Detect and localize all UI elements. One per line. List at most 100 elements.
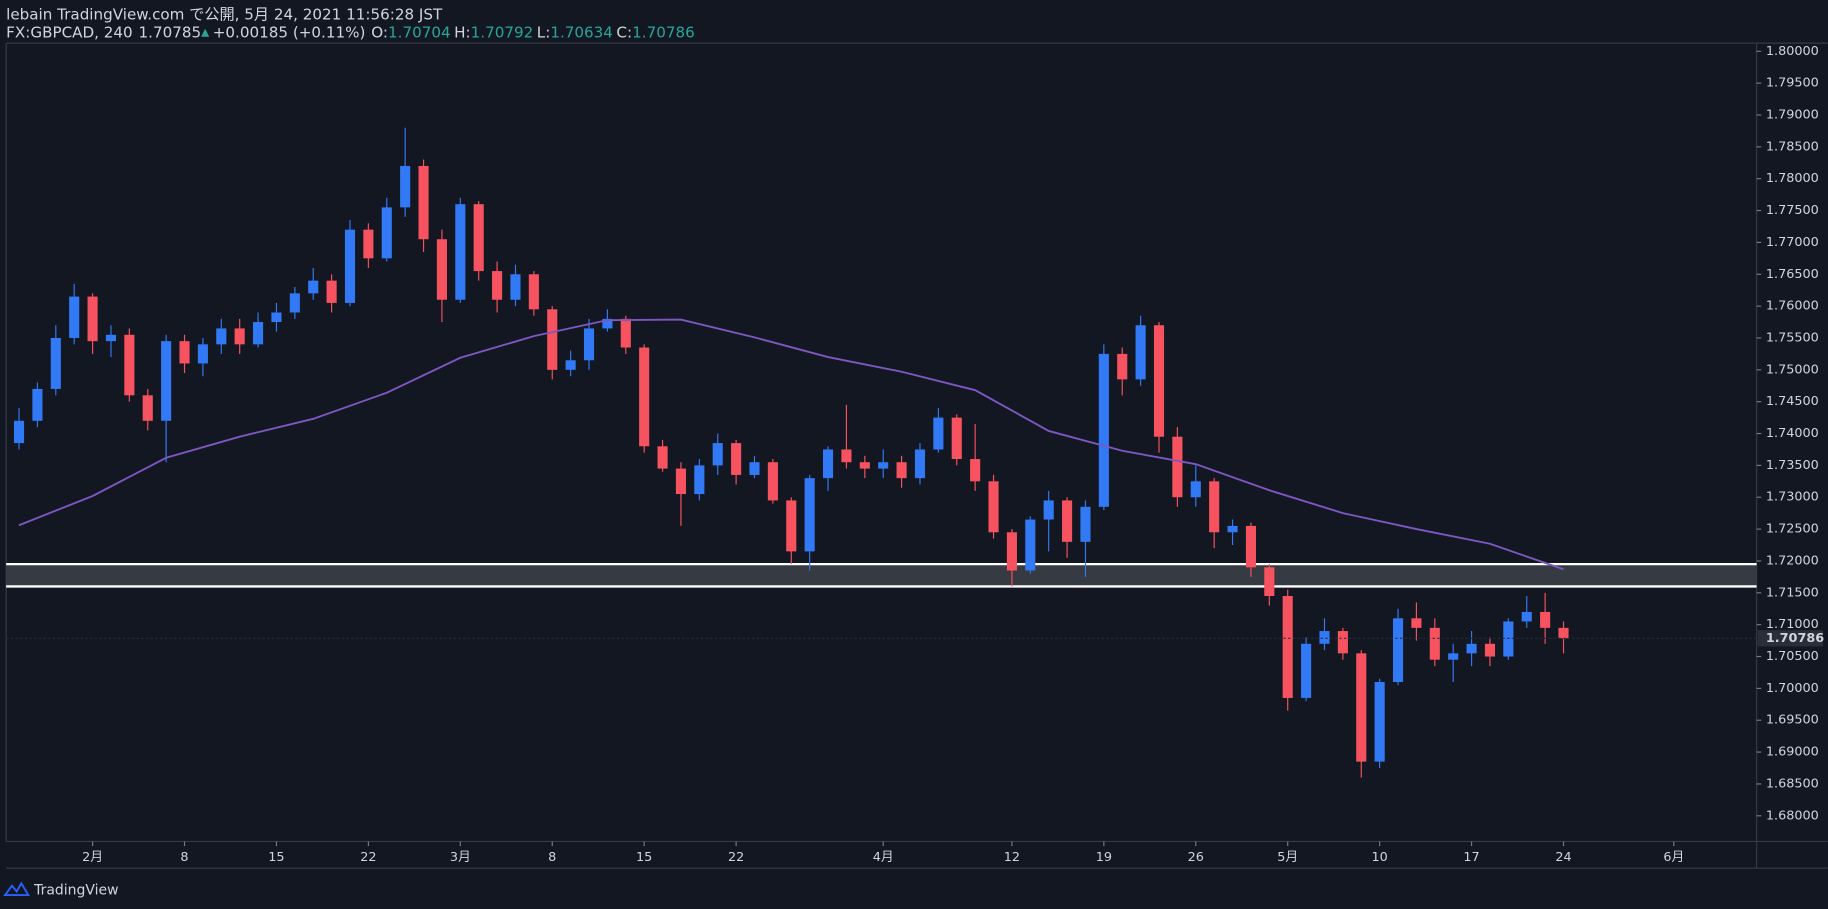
candle-body: [1135, 325, 1146, 380]
y-tick-label: 1.70500: [1766, 649, 1819, 664]
candle-body: [400, 165, 411, 208]
x-tick-label: 8: [180, 850, 188, 865]
candle-body: [1153, 325, 1165, 437]
candle-body: [1356, 653, 1367, 762]
candle-body: [32, 388, 43, 421]
candle-body: [69, 296, 80, 338]
candle-body: [1466, 643, 1477, 654]
candle-body: [1025, 519, 1036, 571]
candle-body: [1319, 631, 1330, 644]
y-tick-label: 1.68000: [1766, 808, 1819, 823]
y-tick-label: 1.79000: [1766, 107, 1819, 122]
y-tick-label: 1.79500: [1766, 76, 1819, 91]
candle-body: [124, 334, 135, 396]
x-tick-label: 12: [1004, 850, 1020, 865]
y-tick-label: 1.75000: [1766, 362, 1819, 377]
ohlc-label: H:: [454, 23, 471, 41]
arrow: ▲: [201, 27, 210, 39]
candle-body: [510, 274, 521, 300]
candle-body: [87, 296, 98, 342]
last-price-label: 1.70786: [1766, 631, 1824, 646]
candle-body: [749, 462, 760, 475]
candle-body: [1540, 611, 1551, 628]
change: +0.00185 (+0.11%): [213, 23, 366, 41]
candle-body: [216, 328, 227, 345]
candle-body: [859, 462, 870, 469]
candle-body: [1484, 643, 1496, 657]
candle-body: [547, 309, 558, 370]
x-tick-label: 22: [360, 850, 376, 865]
x-tick-label: 8: [548, 850, 556, 865]
candle-body: [583, 328, 595, 361]
x-tick-label: 19: [1096, 850, 1112, 865]
candle-body: [620, 318, 631, 348]
candle-body: [712, 443, 723, 466]
candle-body: [1558, 627, 1569, 639]
x-tick-label: 4月: [873, 850, 894, 865]
candle-body: [951, 417, 962, 460]
candle-body: [381, 207, 392, 259]
y-tick-label: 1.80000: [1766, 44, 1819, 59]
candle-body: [1245, 525, 1256, 568]
ohlc-value: 1.70634: [550, 23, 613, 41]
candle-body: [105, 334, 117, 342]
brand: TradingView: [33, 882, 118, 898]
y-tick-label: 1.72000: [1766, 553, 1819, 568]
ohlc-label: C:: [616, 23, 632, 41]
candle-body: [1062, 500, 1073, 542]
candle-body: [1392, 618, 1404, 683]
y-tick-label: 1.72500: [1766, 522, 1819, 537]
candle-body: [1117, 353, 1128, 380]
y-tick-label: 1.68500: [1766, 776, 1819, 791]
level-band: [6, 564, 1757, 587]
candle-body: [197, 344, 208, 364]
candle-body: [896, 462, 907, 479]
candle-body: [602, 318, 613, 329]
y-tick-label: 1.76500: [1766, 267, 1819, 282]
candle-body: [1521, 611, 1532, 622]
candle-body: [1006, 532, 1017, 571]
publisher: lebain TradingView.com で公開, 5月 24, 2021 …: [6, 6, 443, 24]
candle-body: [234, 328, 245, 345]
candle-body: [455, 204, 466, 300]
candle-body: [639, 347, 650, 447]
symbol: FX:GBPCAD, 240: [6, 23, 133, 41]
candle-body: [1080, 506, 1091, 542]
x-tick-label: 2月: [82, 850, 103, 865]
candle-body: [473, 204, 484, 272]
x-tick-label: 22: [728, 850, 744, 865]
x-tick-label: 15: [268, 850, 284, 865]
candle-body: [1043, 500, 1054, 520]
candle-body: [1098, 353, 1109, 507]
candle-body: [142, 395, 153, 421]
y-tick-label: 1.77000: [1766, 235, 1819, 250]
ohlc-label: L:: [537, 23, 551, 41]
candle-body: [179, 341, 190, 364]
candle-body: [1301, 643, 1312, 698]
ohlc-value: 1.70704: [388, 23, 451, 41]
ohlc-value: 1.70786: [632, 23, 695, 41]
y-tick-label: 1.73000: [1766, 490, 1819, 505]
candle-body: [1411, 618, 1422, 628]
candle-body: [565, 360, 576, 370]
candle-body: [344, 229, 356, 303]
y-tick-label: 1.77500: [1766, 203, 1819, 218]
logo-icon: [3, 881, 30, 896]
x-tick-label: 3月: [450, 850, 471, 865]
candle-body: [988, 481, 999, 533]
candle-body: [970, 459, 981, 482]
candle-body: [1374, 682, 1385, 762]
candle-body: [731, 443, 742, 475]
candle-body: [767, 462, 778, 501]
candle-body: [804, 478, 815, 552]
candle-body: [50, 337, 61, 389]
y-tick-label: 1.73500: [1766, 458, 1819, 473]
y-tick-label: 1.74000: [1766, 426, 1819, 441]
y-tick-label: 1.70000: [1766, 681, 1819, 696]
last-price-box: [1757, 630, 1823, 647]
candle-body: [289, 293, 300, 313]
candle-body: [1227, 525, 1238, 533]
candle-body: [1172, 436, 1183, 498]
candle-body: [308, 280, 319, 294]
